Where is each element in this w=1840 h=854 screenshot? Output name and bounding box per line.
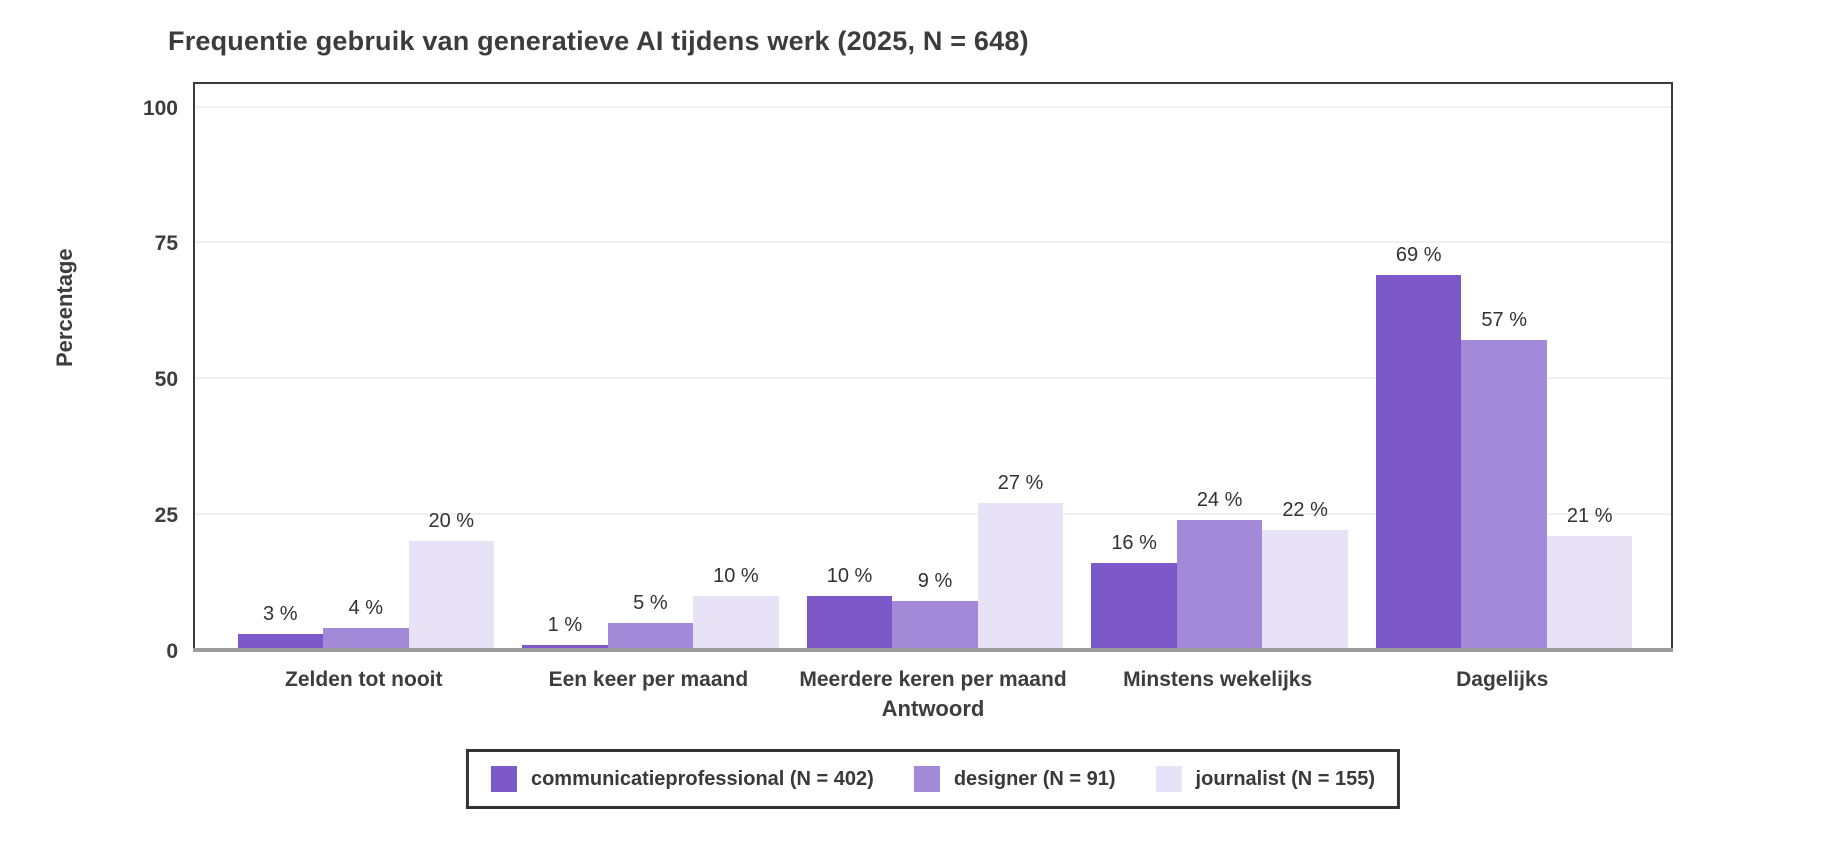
bar-journalist-cat2 [977,503,1064,650]
y-axis-label: Percentage [52,248,77,367]
x-axis-line [193,648,1673,652]
bar-designer-cat0 [323,628,409,650]
bar-journalist-cat0 [408,541,495,650]
bar-value-label: 10 % [826,564,873,587]
chart-title: Frequentie gebruik van generatieve AI ti… [168,26,1029,56]
bar-value-label: 1 % [547,613,583,636]
bar-designer-cat4 [1461,340,1547,650]
x-tick-label-4: Dagelijks [1456,668,1549,691]
bar-journalist-cat1 [693,595,779,650]
y-tick-label-100: 100 [142,96,178,120]
bar-value-label: 20 % [428,510,475,533]
legend-item: designer (N = 91) [913,766,1116,792]
legend-label: communicatieprofessional (N = 402) [530,767,874,790]
legend-label: designer (N = 91) [953,767,1116,790]
bar-value-label: 21 % [1566,504,1613,527]
bar-journalist-cat4 [1546,535,1633,650]
gridline-100 [195,105,1671,108]
y-tick-label-75: 75 [154,232,178,256]
bar-value-label: 5 % [633,591,668,614]
y-tick-label-50: 50 [154,368,178,392]
gridline-75 [195,241,1671,244]
x-tick-label-3: Minstens wekelijks [1123,668,1313,691]
legend: communicatieprofessional (N = 402) design… [465,749,1401,809]
gridline-50 [195,377,1671,380]
bar-communicatieprofessional-cat3 [1091,563,1177,650]
x-tick-label-2: Meerdere keren per maand [799,668,1067,691]
bar-communicatieprofessional-cat0 [237,633,324,650]
bar-designer-cat3 [1176,519,1263,650]
bar-value-label: 69 % [1395,244,1442,266]
bar-designer-cat2 [892,601,978,650]
bar-value-label: 3 % [263,602,298,625]
bar-value-label: 24 % [1196,488,1243,511]
bar-value-label: 57 % [1481,309,1528,332]
bar-value-label: 16 % [1111,532,1157,555]
x-tick-label-1: Een keer per maand [548,668,749,691]
bar-communicatieprofessional-cat4 [1375,275,1462,650]
x-axis-label: Antwoord [881,696,985,721]
legend-swatch-icon [490,766,517,792]
legend-label: journalist (N = 155) [1195,767,1376,790]
legend-item: communicatieprofessional (N = 402) [490,766,874,792]
gridline-25 [195,513,1671,516]
bar-value-label: 10 % [713,564,759,587]
legend-swatch-icon [1155,766,1182,792]
bar-value-label: 22 % [1282,499,1328,522]
legend-swatch-icon [913,766,940,792]
x-tick-label-0: Zelden tot nooit [285,668,443,691]
y-tick-label-25: 25 [154,504,178,528]
legend-item: journalist (N = 155) [1155,766,1376,792]
bar-value-label: 9 % [917,570,953,593]
bar-journalist-cat3 [1262,530,1348,650]
y-tick-label-0: 0 [166,640,178,663]
bar-communicatieprofessional-cat1 [522,644,608,650]
bar-value-label: 27 % [997,472,1044,495]
bar-communicatieprofessional-cat2 [806,595,893,650]
bar-value-label: 4 % [348,597,383,620]
bar-designer-cat1 [607,622,694,650]
plot-area: 3 % 4 % 20 % 1 % 5 % 10 % 10 % 9 % 27 % 16 % 24 % 2… [193,82,1673,652]
